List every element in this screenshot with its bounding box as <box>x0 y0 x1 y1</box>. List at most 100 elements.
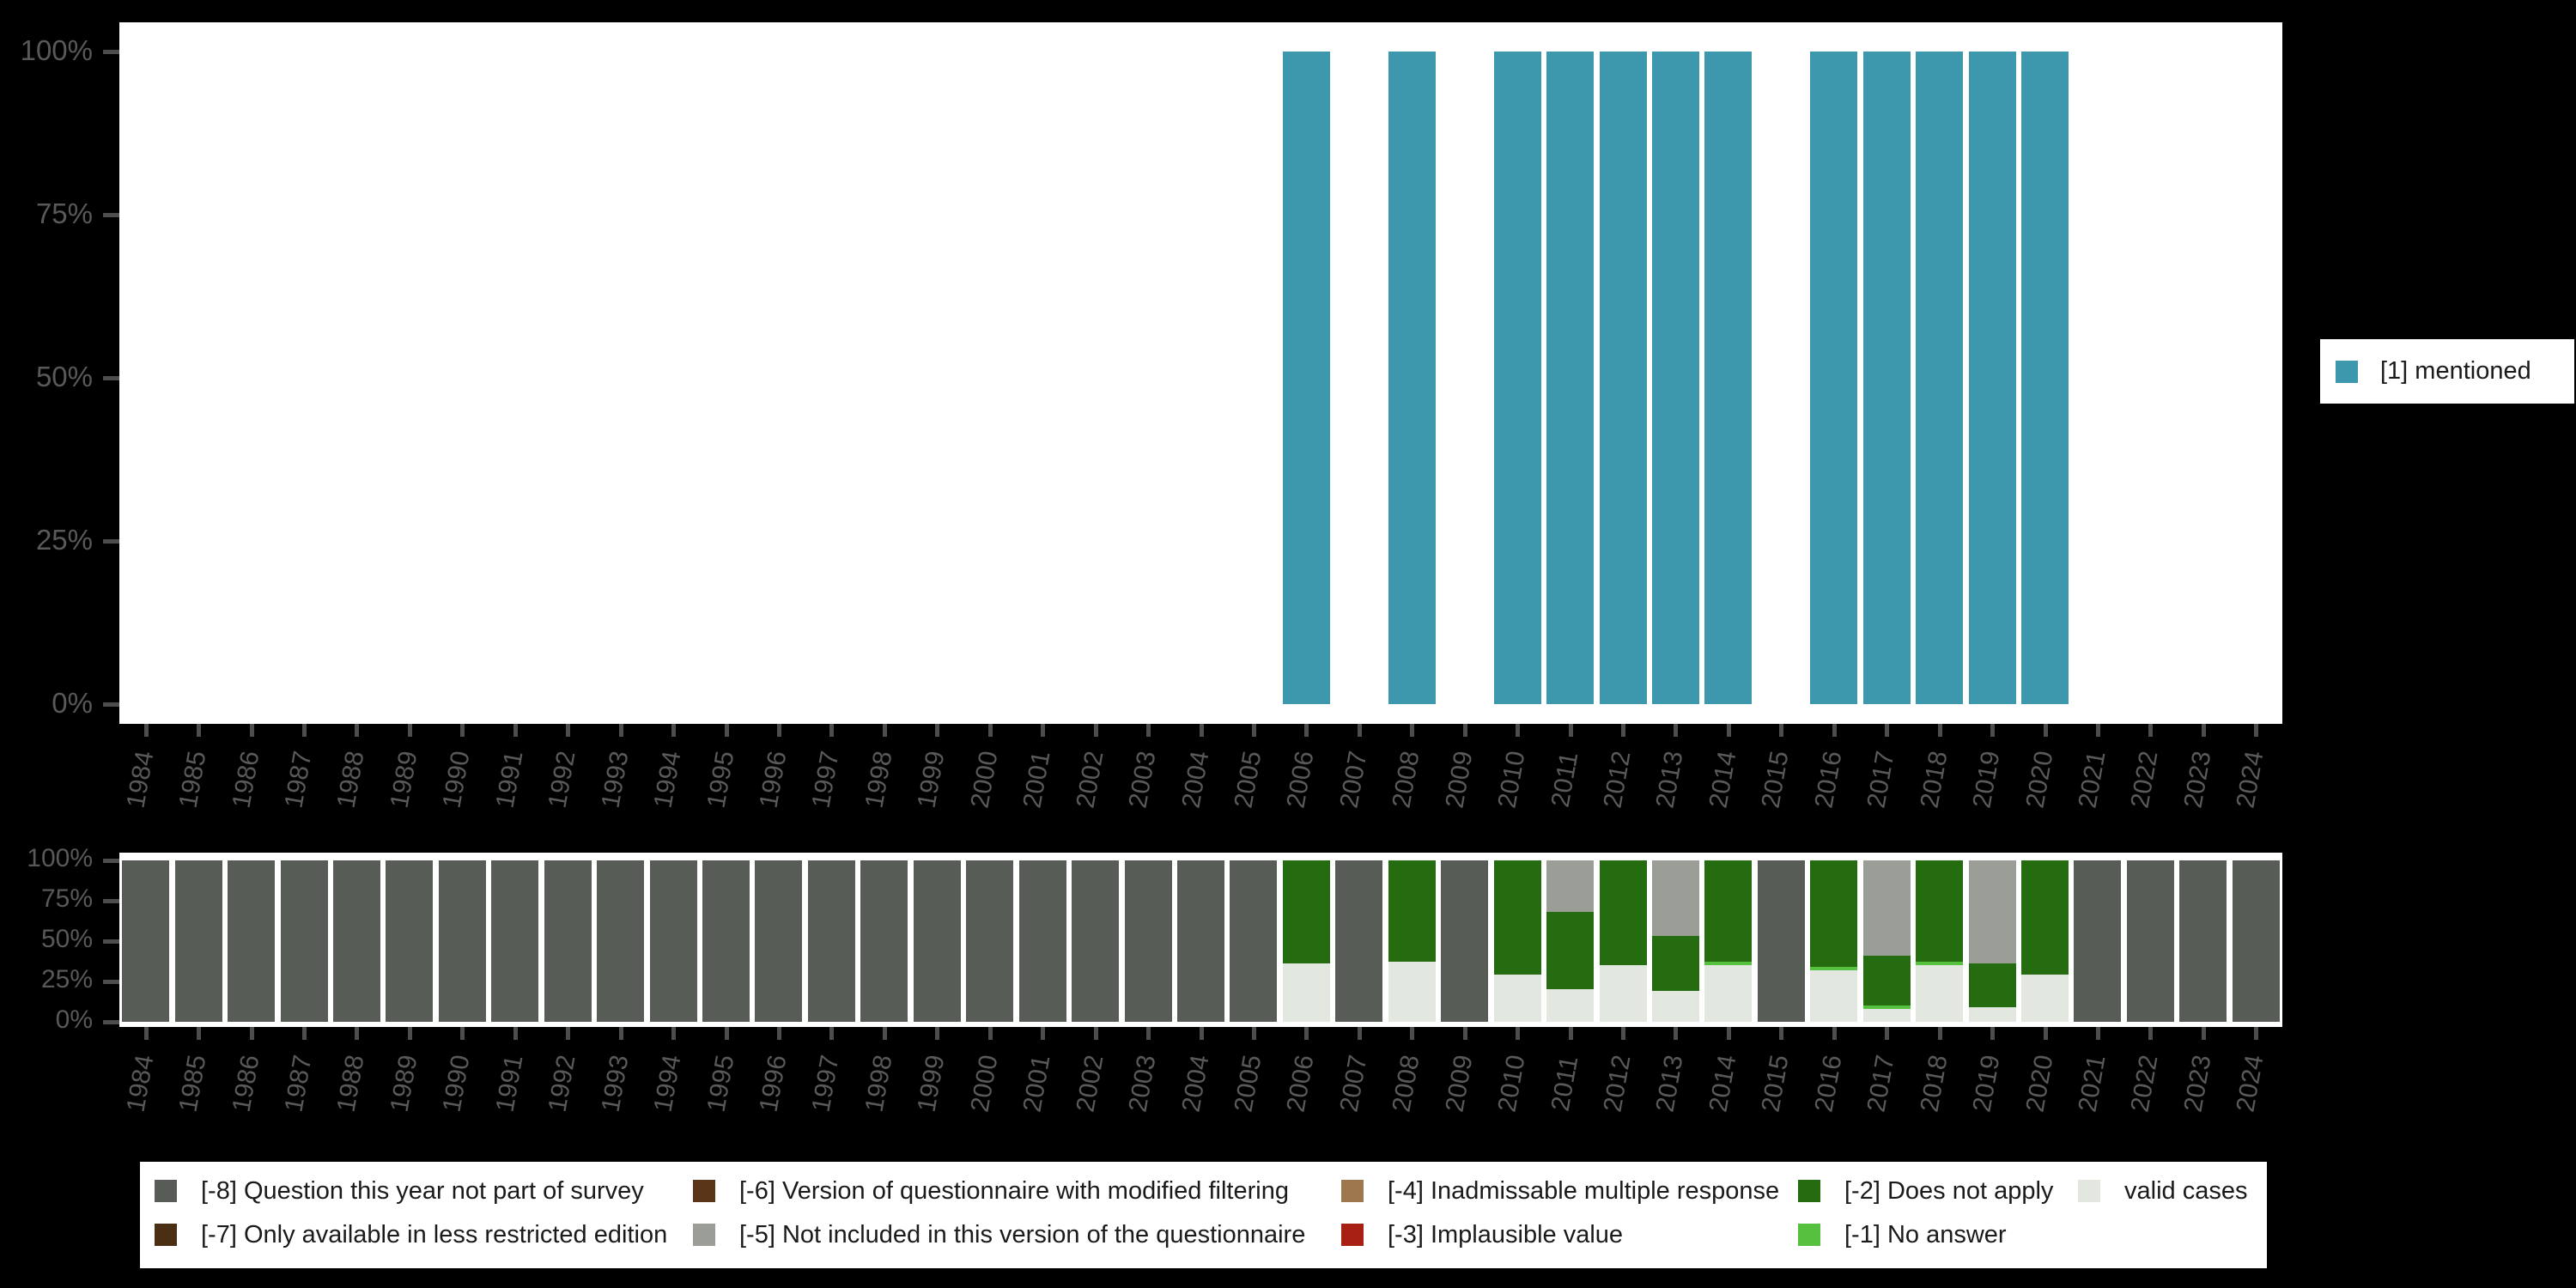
y-axis-tick-label: 25% <box>0 965 93 994</box>
x-axis-year-label: 2015 <box>1753 738 1799 820</box>
x-axis-year-label: 1989 <box>381 1042 427 1124</box>
x-axis-year-label: 1995 <box>698 738 744 820</box>
legend-swatch <box>2078 1180 2100 1202</box>
segment-1984 <box>122 860 169 1022</box>
x-axis-year-label: 2001 <box>1015 738 1060 820</box>
x-axis-tick-mark <box>1674 724 1678 737</box>
x-axis-year-label: 1992 <box>540 1042 586 1124</box>
y-axis-tick-label: 0% <box>0 687 93 720</box>
segment-2005 <box>1230 860 1277 1022</box>
x-axis-year-label: 1987 <box>276 738 322 820</box>
x-axis-year-label: 1988 <box>329 738 374 820</box>
x-axis-tick-mark <box>1885 724 1889 737</box>
y-axis-tick-mark <box>103 702 119 707</box>
x-axis-year-label: 2023 <box>2175 1042 2221 1124</box>
x-axis-tick-mark <box>2044 1027 2048 1040</box>
segment-2012 <box>1600 965 1647 1022</box>
segment-2008 <box>1388 860 1436 962</box>
x-axis-year-label: 1989 <box>381 738 427 820</box>
x-axis-year-label: 1993 <box>592 738 638 820</box>
x-axis-year-label: 1991 <box>487 738 532 820</box>
x-axis-year-label: 2005 <box>1225 1042 1271 1124</box>
x-axis-year-label: 2014 <box>1700 1042 1746 1124</box>
x-axis-tick-mark <box>355 724 359 737</box>
segment-1997 <box>808 860 855 1022</box>
segment-2019 <box>1969 963 2016 1007</box>
legend-swatch <box>693 1224 715 1246</box>
x-axis-year-label: 1986 <box>223 738 269 820</box>
x-axis-year-label: 1985 <box>171 1042 216 1124</box>
x-axis-year-label: 2024 <box>2228 738 2274 820</box>
x-axis-tick-mark <box>777 724 781 737</box>
y-axis-tick-label: 25% <box>0 524 93 556</box>
x-axis-tick-mark <box>1832 724 1837 737</box>
x-axis-tick-mark <box>1146 1027 1151 1040</box>
x-axis-tick-mark <box>566 724 570 737</box>
x-axis-year-label: 1998 <box>856 1042 902 1124</box>
x-axis-tick-mark <box>408 1027 412 1040</box>
x-axis-year-label: 1992 <box>540 738 586 820</box>
x-axis-tick-mark <box>1990 1027 1995 1040</box>
y-axis-tick-label: 100% <box>0 844 93 873</box>
x-axis-tick-mark <box>144 724 149 737</box>
x-axis-year-label: 2000 <box>962 738 1007 820</box>
x-axis-year-label: 2018 <box>1911 1042 1957 1124</box>
segment-2016 <box>1810 967 1857 970</box>
x-axis-year-label: 2011 <box>1542 738 1588 820</box>
x-axis-year-label: 2014 <box>1700 738 1746 820</box>
segment-1991 <box>491 860 538 1022</box>
x-axis-year-label: 2017 <box>1859 738 1905 820</box>
x-axis-tick-mark <box>2044 724 2048 737</box>
x-axis-tick-mark <box>1621 724 1625 737</box>
x-axis-year-label: 2021 <box>2069 1042 2115 1124</box>
mentioned-legend-label: [1] mentioned <box>2380 357 2531 386</box>
x-axis-year-label: 2002 <box>1067 738 1113 820</box>
x-axis-tick-mark <box>460 724 465 737</box>
x-axis-year-label: 2023 <box>2175 738 2221 820</box>
segment-2008 <box>1388 962 1436 1022</box>
x-axis-year-label: 1999 <box>909 1042 955 1124</box>
x-axis-tick-mark <box>302 1027 307 1040</box>
y-axis-tick-mark <box>103 213 119 217</box>
x-axis-tick-mark <box>1516 1027 1520 1040</box>
mentioned-bar-2010 <box>1494 52 1541 704</box>
segment-2014 <box>1704 962 1752 965</box>
segment-1995 <box>702 860 750 1022</box>
x-axis-tick-mark <box>250 724 254 737</box>
segment-2013 <box>1652 991 1699 1022</box>
x-axis-tick-mark <box>302 724 307 737</box>
segment-2014 <box>1704 965 1752 1022</box>
segment-1998 <box>860 860 908 1022</box>
x-axis-year-label: 2009 <box>1437 1042 1482 1124</box>
segment-2016 <box>1810 970 1857 1022</box>
x-axis-year-label: 1995 <box>698 1042 744 1124</box>
x-axis-tick-mark <box>1410 724 1414 737</box>
missing-values-legend: [-8] Question this year not part of surv… <box>140 1162 2267 1268</box>
segment-1996 <box>755 860 802 1022</box>
y-axis-tick-mark <box>103 980 119 984</box>
x-axis-year-label: 2008 <box>1384 1042 1430 1124</box>
x-axis-year-label: 1990 <box>434 1042 480 1124</box>
x-axis-tick-mark <box>883 1027 887 1040</box>
x-axis-year-label: 2019 <box>1965 738 2010 820</box>
x-axis-year-label: 1996 <box>750 738 796 820</box>
y-axis-tick-label: 0% <box>0 1005 93 1035</box>
x-axis-tick-mark <box>1779 724 1783 737</box>
x-axis-year-label: 2021 <box>2069 738 2115 820</box>
x-axis-tick-mark <box>829 724 834 737</box>
x-axis-tick-mark <box>2148 1027 2153 1040</box>
segment-2019 <box>1969 860 2016 963</box>
x-axis-tick-mark <box>1200 724 1204 737</box>
x-axis-tick-mark <box>725 1027 729 1040</box>
legend-swatch <box>1798 1224 1820 1246</box>
segment-2019 <box>1969 1007 2016 1022</box>
x-axis-tick-mark <box>935 724 939 737</box>
x-axis-year-label: 2001 <box>1015 1042 1060 1124</box>
x-axis-year-label: 2024 <box>2228 1042 2274 1124</box>
x-axis-tick-mark <box>1779 1027 1783 1040</box>
x-axis-year-label: 1984 <box>118 1042 163 1124</box>
x-axis-tick-mark <box>1041 724 1045 737</box>
x-axis-year-label: 2019 <box>1965 1042 2010 1124</box>
x-axis-tick-mark <box>1463 1027 1467 1040</box>
legend-swatch <box>155 1224 177 1246</box>
